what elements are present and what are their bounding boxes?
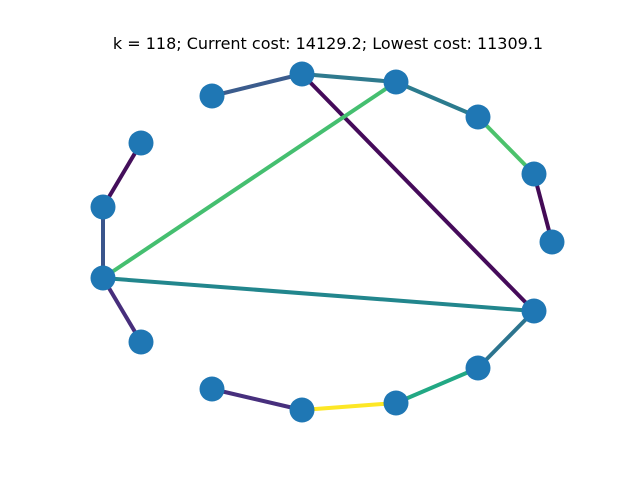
node-n6 [521, 298, 547, 324]
edge-n7-n8 [395, 366, 479, 405]
node-n7 [465, 355, 491, 381]
node-n14 [128, 130, 154, 156]
node-n10 [199, 376, 225, 402]
edge-n0-n1 [211, 72, 303, 98]
node-n0 [199, 83, 225, 109]
edge-n1-n2 [301, 72, 397, 84]
node-n9 [289, 397, 315, 423]
node-n4 [521, 161, 547, 187]
node-n2 [383, 69, 409, 95]
node-n1 [289, 61, 315, 87]
edge-n2-n3 [395, 80, 479, 119]
edge-layer [101, 72, 554, 412]
edge-n8-n9 [301, 401, 397, 412]
edge-n9-n10 [211, 387, 303, 412]
figure-title: k = 118; Current cost: 14129.2; Lowest c… [113, 34, 543, 53]
node-n8 [383, 390, 409, 416]
edge-n11-n6 [102, 276, 535, 313]
node-n13 [90, 194, 116, 220]
node-n3 [465, 104, 491, 130]
node-n5 [539, 229, 565, 255]
edge-n1-n6 [300, 72, 536, 313]
node-layer [90, 61, 565, 423]
node-n11 [90, 265, 116, 291]
node-n12 [128, 329, 154, 355]
edge-n3-n4 [476, 115, 536, 176]
edge-n6-n7 [476, 309, 536, 370]
edge-n2-n11 [101, 80, 398, 280]
